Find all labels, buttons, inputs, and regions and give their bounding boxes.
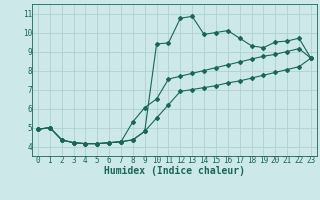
X-axis label: Humidex (Indice chaleur): Humidex (Indice chaleur) <box>104 166 245 176</box>
